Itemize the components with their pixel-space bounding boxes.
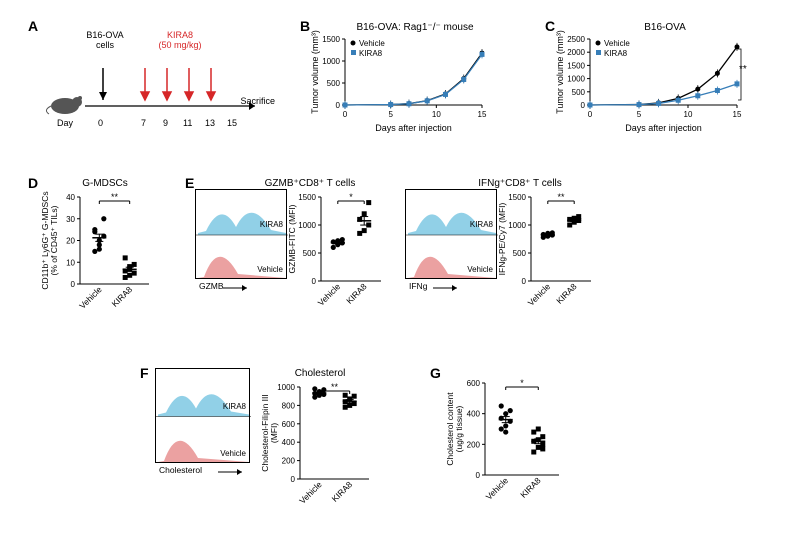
panel-b: B16-OVA: Rag1⁻/⁻ mouse 0 5 10 15 0 500 1000 150… [310,22,520,136]
svg-text:1000: 1000 [567,75,585,84]
svg-text:10: 10 [432,110,441,119]
svg-text:Vehicle: Vehicle [526,281,553,308]
svg-text:Days after injection: Days after injection [375,123,452,133]
panel-f: KIRA8VehicleCholesterol Cholesterol 0200… [155,368,380,522]
svg-text:1500: 1500 [567,61,585,70]
svg-text:KIRA8: KIRA8 [110,284,135,309]
svg-text:500: 500 [513,249,527,258]
svg-text:Days after injection: Days after injection [625,123,702,133]
svg-text:0: 0 [71,280,76,289]
svg-text:600: 600 [467,379,481,388]
svg-text:0: 0 [291,475,296,484]
svg-text:(MFI): (MFI) [269,423,279,443]
svg-text:Vehicle: Vehicle [604,39,630,48]
svg-text:2500: 2500 [567,35,585,44]
svg-text:IFNg-PE/Cy7 (MFI): IFNg-PE/Cy7 (MFI) [497,202,507,275]
panel-c-title: B16-OVA [555,22,775,33]
svg-text:KIRA8: KIRA8 [359,49,383,58]
svg-text:5: 5 [388,110,393,119]
svg-text:0: 0 [312,277,317,286]
svg-text:200: 200 [282,457,296,466]
svg-text:1500: 1500 [298,193,316,202]
svg-text:Vehicle: Vehicle [359,39,385,48]
svg-text:**: ** [111,192,119,202]
svg-text:200: 200 [467,440,481,449]
svg-text:1000: 1000 [322,57,340,66]
panel-b-title: B16-OVA: Rag1⁻/⁻ mouse [310,22,520,33]
svg-text:1000: 1000 [298,221,316,230]
svg-text:KIRA8: KIRA8 [554,281,579,306]
panel-a-label: A [28,18,38,34]
panel-e: GZMB⁺CD8⁺ T cells KIRA8VehicleGZMB 05001… [195,178,597,322]
svg-text:0: 0 [581,101,586,110]
svg-text:**: ** [739,64,747,75]
panel-e-label: E [185,175,194,191]
panel-g-label: G [430,365,441,381]
svg-text:KIRA8: KIRA8 [344,281,369,306]
svg-text:0: 0 [343,110,348,119]
svg-text:0: 0 [476,471,481,480]
svg-text:30: 30 [66,215,75,224]
panel-c-label: C [545,18,555,34]
panel-c: B16-OVA 0 5 10 15 0 500 1000 1500 2000 2500 Days a… [555,22,775,136]
svg-text:400: 400 [282,438,296,447]
svg-text:800: 800 [282,401,296,410]
svg-text:500: 500 [303,249,317,258]
panel-d: G-MDSCs 010203040**VehicleKIRA8CD11b⁺ Ly… [40,178,170,327]
svg-text:*: * [349,192,353,202]
day-label: Day [57,118,73,128]
svg-text:1500: 1500 [508,193,526,202]
svg-text:0: 0 [336,101,341,110]
svg-text:500: 500 [327,79,341,88]
svg-text:2000: 2000 [567,48,585,57]
svg-text:600: 600 [282,420,296,429]
svg-text:1500: 1500 [322,35,340,44]
panel-b-label: B [300,18,310,34]
cell-label: B16-OVAcells [85,30,125,50]
svg-text:Vehicle: Vehicle [297,479,324,506]
panel-d-title: G-MDSCs [40,178,170,189]
svg-text:KIRA8: KIRA8 [604,49,628,58]
svg-text:KIRA8: KIRA8 [518,475,543,500]
panel-g: 0200400600*VehicleKIRA8Cholesterol conte… [445,375,585,518]
svg-text:0: 0 [588,110,593,119]
svg-text:Tumor volume (mm³): Tumor volume (mm³) [555,30,565,114]
svg-text:(% of CD45⁺ TILs): (% of CD45⁺ TILs) [49,205,59,275]
svg-text:**: ** [557,192,565,202]
svg-text:Vehicle: Vehicle [484,475,511,502]
panel-a: B16-OVAcells KIRA8(50 mg/kg) Sacrifice D… [45,28,275,138]
panel-d-label: D [28,175,38,191]
svg-text:1000: 1000 [277,383,295,392]
svg-text:Vehicle: Vehicle [316,281,343,308]
svg-text:15: 15 [478,110,487,119]
svg-text:15: 15 [733,110,742,119]
svg-text:KIRA8: KIRA8 [330,479,355,504]
svg-text:Tumor volume (mm³): Tumor volume (mm³) [310,30,320,114]
svg-text:*: * [520,378,524,388]
svg-text:20: 20 [66,237,75,246]
svg-text:GZMB-FITC (MFI): GZMB-FITC (MFI) [287,204,297,273]
svg-text:0: 0 [522,277,527,286]
svg-text:**: ** [331,382,339,392]
svg-text:500: 500 [572,88,586,97]
svg-text:5: 5 [637,110,642,119]
svg-text:1000: 1000 [508,221,526,230]
sacrifice-label: Sacrifice [240,96,275,106]
svg-text:400: 400 [467,410,481,419]
panel-f-label: F [140,365,149,381]
svg-text:(ug/g tissue): (ug/g tissue) [454,405,464,452]
svg-text:10: 10 [684,110,693,119]
svg-text:40: 40 [66,193,75,202]
treatment-label: KIRA8(50 mg/kg) [145,30,215,50]
svg-text:10: 10 [66,258,75,267]
svg-text:Vehicle: Vehicle [77,284,104,311]
